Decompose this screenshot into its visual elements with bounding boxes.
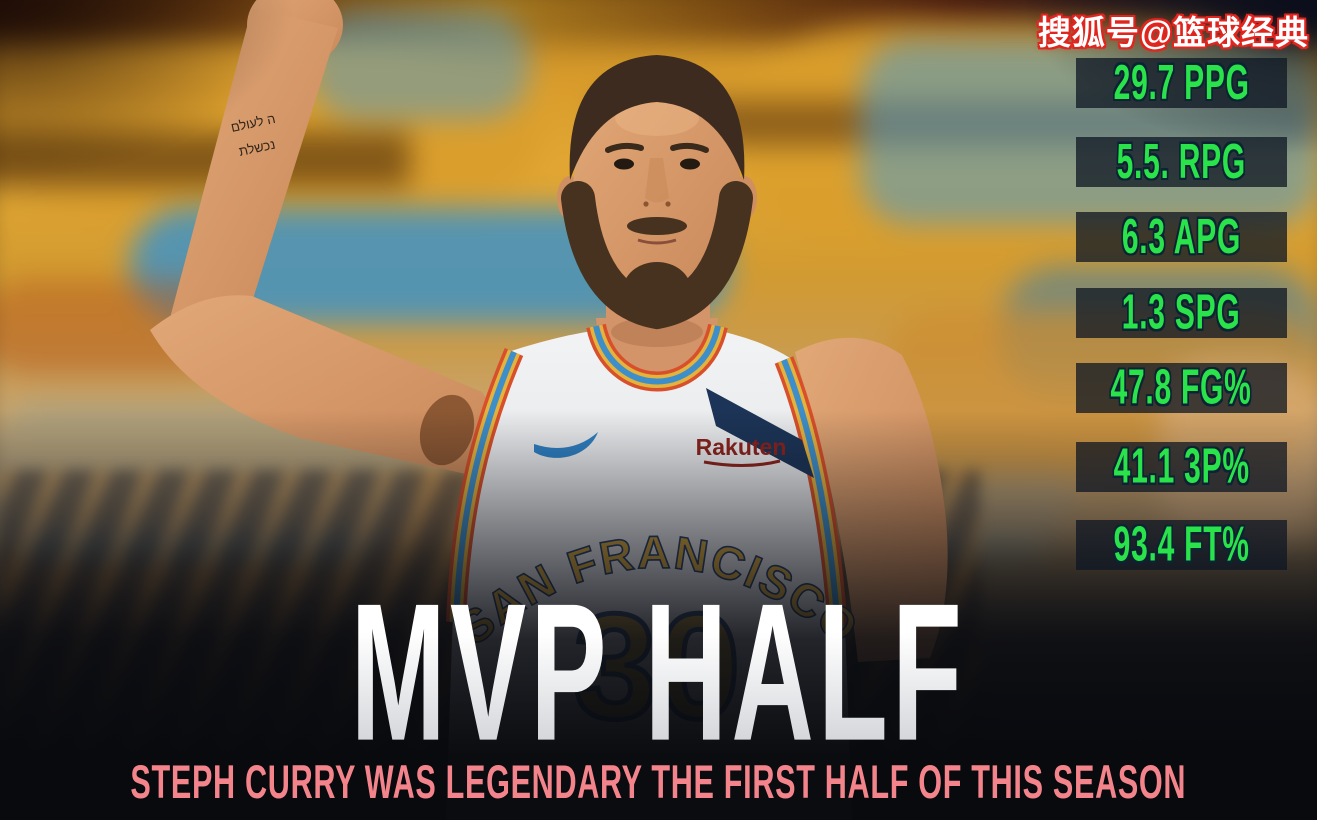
left-eye <box>614 158 634 170</box>
right-nostril <box>665 201 671 207</box>
left-nostril <box>643 201 649 207</box>
subtitle-layer: STEPH CURRY WAS LEGENDARY THE FIRST HALF… <box>0 754 1317 809</box>
stat-text-spg: 1.3 SPG <box>1122 285 1241 340</box>
watermark-text: 搜狐号@篮球经典 <box>1037 14 1309 51</box>
sponsor-text: Rakuten <box>696 434 787 460</box>
forearm <box>170 8 338 322</box>
stat-text-3p-pct: 41.1 3P% <box>1113 439 1250 494</box>
stat-band-fg-pct: 47.8 FG% <box>1076 360 1287 415</box>
mustache <box>627 217 687 235</box>
stat-text-apg: 6.3 APG <box>1121 209 1242 264</box>
stat-text-ft-pct: 93.4 FT% <box>1113 517 1250 572</box>
stat-band-spg: 1.3 SPG <box>1076 285 1287 340</box>
stat-band-ppg: 29.7 PPG <box>1076 55 1287 110</box>
stat-band-apg: 6.3 APG <box>1076 209 1287 264</box>
title-layer: MVP HALF <box>0 574 1317 770</box>
stat-text-ppg: 29.7 PPG <box>1113 55 1250 110</box>
stat-band-ft-pct: 93.4 FT% <box>1076 517 1287 572</box>
poster-title: MVP HALF <box>350 562 967 782</box>
stat-band-3p-pct: 41.1 3P% <box>1076 439 1287 494</box>
watermark-sohu: 搜狐号@篮球经典 <box>1038 6 1309 54</box>
right-eye <box>680 158 700 170</box>
head <box>557 55 757 330</box>
chin-beard <box>623 262 691 318</box>
poster-subtitle: STEPH CURRY WAS LEGENDARY THE FIRST HALF… <box>130 754 1187 809</box>
stat-band-rpg: 5.5. RPG <box>1076 134 1287 189</box>
stat-text-rpg: 5.5. RPG <box>1116 134 1247 189</box>
stat-text-fg-pct: 47.8 FG% <box>1110 360 1253 415</box>
raised-arm: ה לעולם נכשלת <box>150 0 501 480</box>
